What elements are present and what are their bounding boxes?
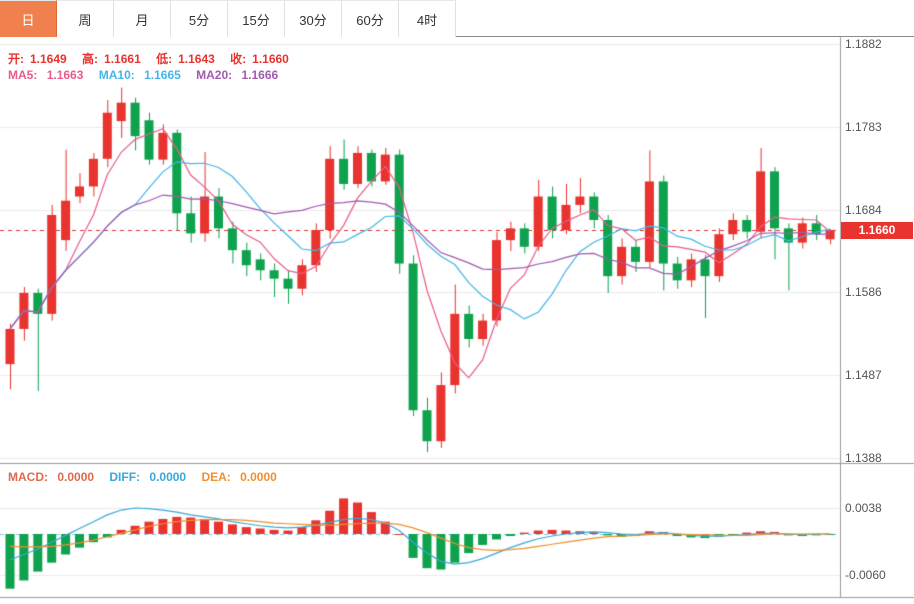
close-label: 收: [230,52,247,66]
ma10-label: MA10: [98,68,135,82]
current-price-badge: 1.1660 [841,222,913,239]
tab-month[interactable]: 月 [114,0,171,37]
tab-day[interactable]: 日 [0,0,57,37]
price-tick-2: 1.1783 [845,120,882,134]
low-value: 1.1643 [178,52,215,66]
price-tick-4: 1.1586 [845,285,882,299]
close-value: 1.1660 [252,52,289,66]
ma5-value: 1.1663 [46,68,84,82]
timeframe-tabbar: 日 周 月 5分 15分 30分 60分 4时 [0,0,914,37]
macd-tick-1: 0.0038 [845,501,882,515]
tab-4hour[interactable]: 4时 [399,0,456,37]
ma-legend: MA5: 1.1663 MA10: 1.1665 MA20: 1.1666 [8,68,290,82]
macd-legend: MACD: 0.0000 DIFF: 0.0000 DEA: 0.0000 [8,470,289,484]
dea-value: 0.0000 [240,470,277,484]
ma20-label: MA20: [196,68,233,82]
open-value: 1.1649 [30,52,67,66]
macd-label: MACD: [8,470,48,484]
tab-week[interactable]: 周 [57,0,114,37]
ma5-label: MA5: [8,68,38,82]
dea-label: DEA: [201,470,231,484]
price-tick-5: 1.1487 [845,368,882,382]
tab-5min[interactable]: 5分 [171,0,228,37]
low-label: 低: [156,52,173,66]
diff-value: 0.0000 [149,470,187,484]
price-tick-6: 1.1388 [845,451,882,465]
tab-60min[interactable]: 60分 [342,0,399,37]
price-tick-3: 1.1684 [845,203,882,217]
macd-value: 0.0000 [57,470,95,484]
tab-15min[interactable]: 15分 [228,0,285,37]
open-label: 开: [8,52,24,66]
ma10-value: 1.1665 [144,68,181,82]
price-tick-1: 1.1882 [845,37,882,51]
high-value: 1.1661 [104,52,141,66]
ma20-value: 1.1666 [241,68,279,82]
high-label: 高: [82,52,99,66]
tab-30min[interactable]: 30分 [285,0,342,37]
diff-label: DIFF: [109,470,141,484]
ohlc-legend: 开: 1.1649 高: 1.1661 低: 1.1643 收: 1.1660 [8,50,301,67]
macd-tick-2: -0.0060 [845,568,886,582]
